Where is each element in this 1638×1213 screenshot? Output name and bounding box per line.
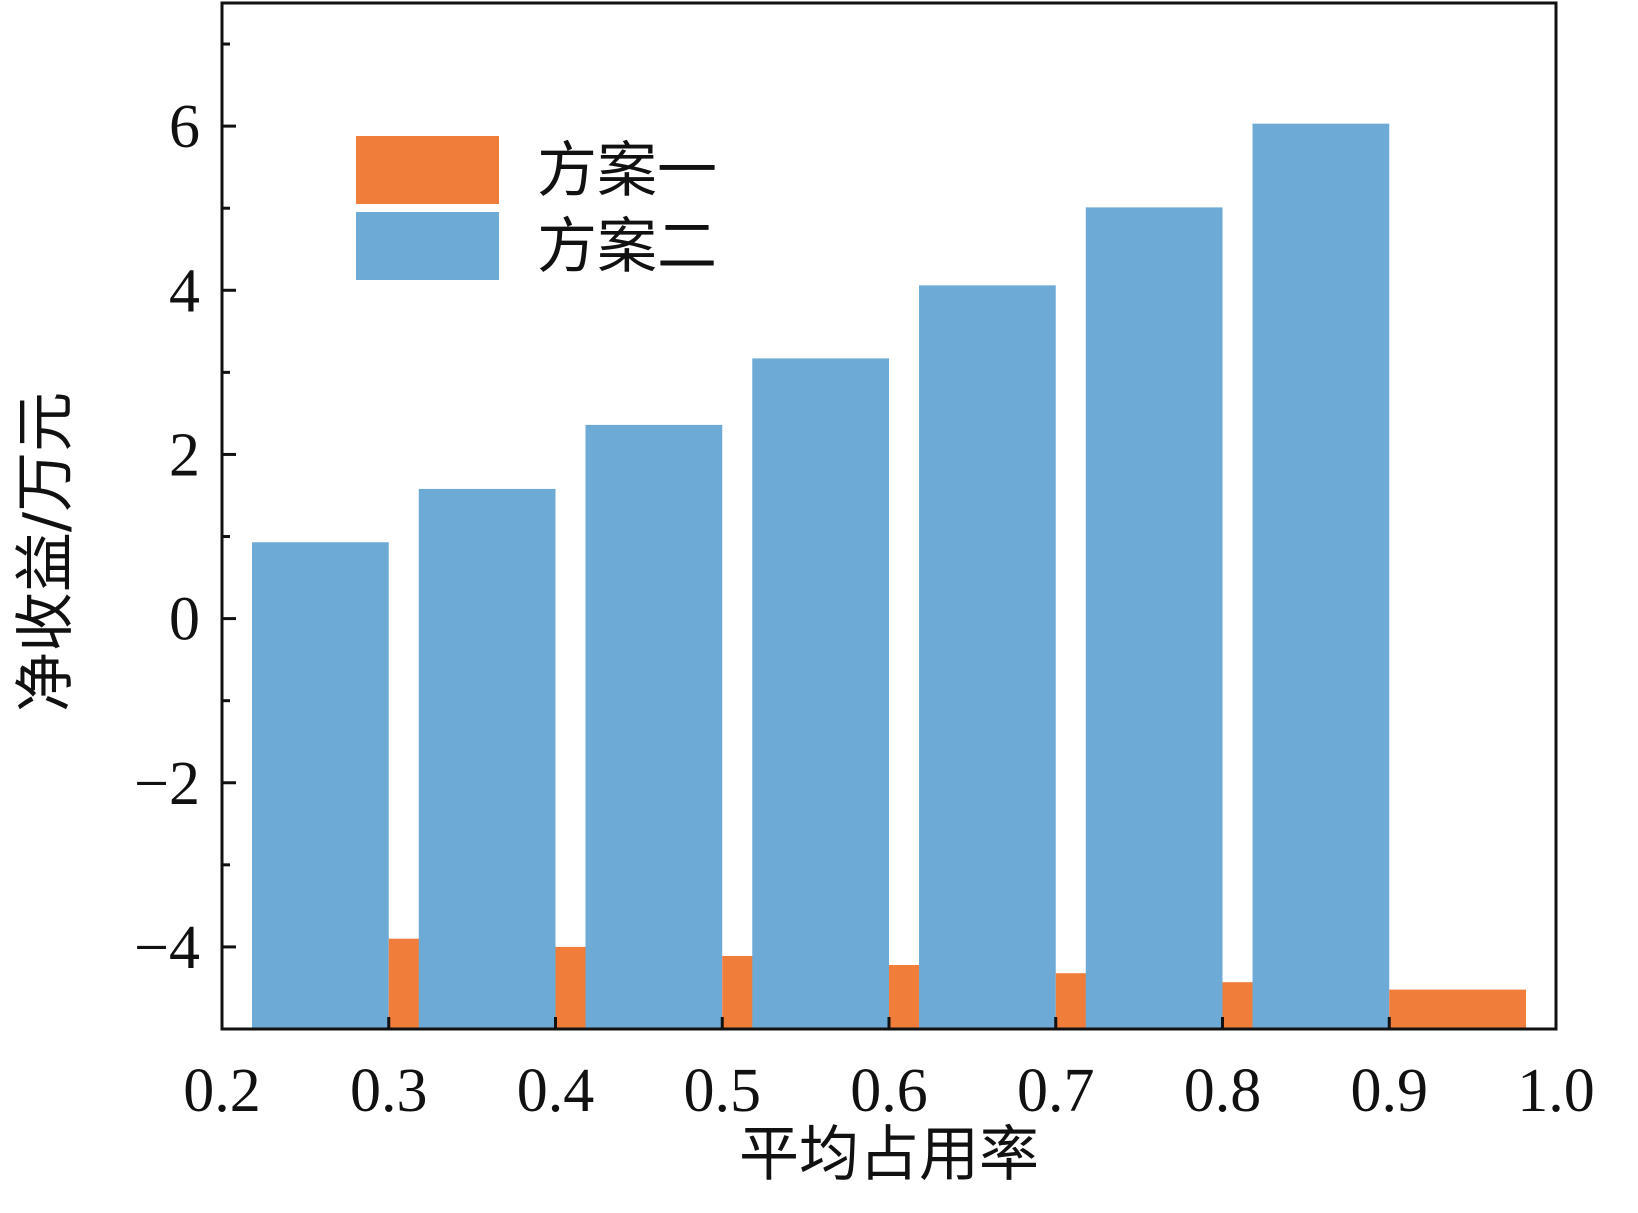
bar-scheme2-0.4: [418, 488, 556, 1030]
bar-scheme2-0.6: [752, 358, 889, 1030]
x-tick-label: 0.7: [1017, 1057, 1095, 1125]
legend-swatch-2: [356, 212, 499, 280]
legend-swatch-1: [356, 136, 499, 204]
x-axis-title: 平均占用率: [739, 1120, 1039, 1190]
bar-scheme2-0.5: [585, 424, 723, 1029]
y-tick-label: 6: [169, 93, 200, 161]
bar-scheme1-0.9: [1389, 989, 1526, 1029]
bar-layer: [252, 123, 1526, 1030]
legend-label-2: 方案二: [537, 212, 717, 282]
bar-scheme2-0.9: [1252, 123, 1390, 1030]
y-tick-label: −4: [134, 914, 200, 982]
bar-scheme2-0.3: [252, 542, 389, 1029]
y-tick-label: −2: [134, 750, 200, 818]
x-tick-label: 0.8: [1184, 1057, 1262, 1125]
tick-label-layer: −4 −2 0 2 4 6 0.2 0.3 0.4 0.5 0.6 0.7 0.8 0.9 1.0: [134, 93, 1595, 1125]
legend-label-1: 方案一: [537, 136, 717, 206]
y-axis-title: 净收益/万元: [11, 392, 81, 712]
y-tick-label: 2: [169, 421, 200, 489]
bar-scheme2-0.7: [919, 285, 1056, 1029]
x-tick-label: 0.2: [183, 1057, 261, 1125]
y-tick-label: 0: [169, 586, 200, 654]
x-tick-label: 0.3: [350, 1057, 428, 1125]
x-tick-label: 0.5: [684, 1057, 762, 1125]
bar-scheme2-0.8: [1085, 207, 1223, 1029]
x-tick-label: 0.4: [517, 1057, 595, 1125]
x-tick-label: 1.0: [1517, 1057, 1595, 1125]
y-tick-label: 4: [169, 257, 200, 325]
tick-layer: [220, 42, 1558, 1029]
x-tick-label: 0.6: [850, 1057, 928, 1125]
x-tick-label: 0.9: [1351, 1057, 1429, 1125]
